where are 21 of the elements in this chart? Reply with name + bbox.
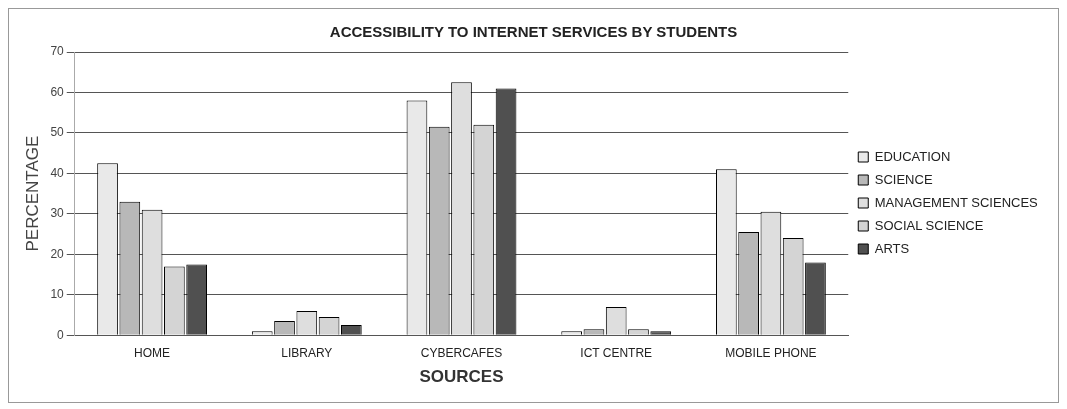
legend-label: MANAGEMENT SCIENCES: [874, 194, 1039, 210]
x-tick-label: CYBERCAFES: [420, 345, 503, 360]
y-tick-label: 70: [50, 44, 65, 59]
y-tick-label: 40: [50, 165, 65, 180]
legend-label: EDUCATION: [874, 148, 951, 164]
y-tick-label: 20: [50, 246, 65, 261]
y-tick-label: 50: [50, 125, 65, 140]
y-tick-label: 0: [57, 327, 65, 342]
x-tick-label: MOBILE PHONE: [725, 345, 817, 360]
y-tick-label: 30: [50, 206, 65, 221]
x-tick-label: HOME: [134, 345, 171, 360]
chart-title: ACCESSIBILITY TO INTERNET SERVICES BY STUDENTS: [329, 23, 738, 41]
legend-label: SCIENCE: [874, 171, 933, 187]
legend-label: SOCIAL SCIENCE: [874, 217, 984, 233]
y-tick-label: 10: [50, 287, 65, 302]
y-axis-title: PERCENTAGE: [22, 135, 42, 252]
x-tick-label: LIBRARY: [281, 345, 333, 360]
x-axis-title: SOURCES: [419, 367, 504, 387]
x-tick-label: ICT CENTRE: [580, 345, 653, 360]
y-tick-label: 60: [50, 84, 65, 99]
legend-label: ARTS: [874, 240, 910, 256]
